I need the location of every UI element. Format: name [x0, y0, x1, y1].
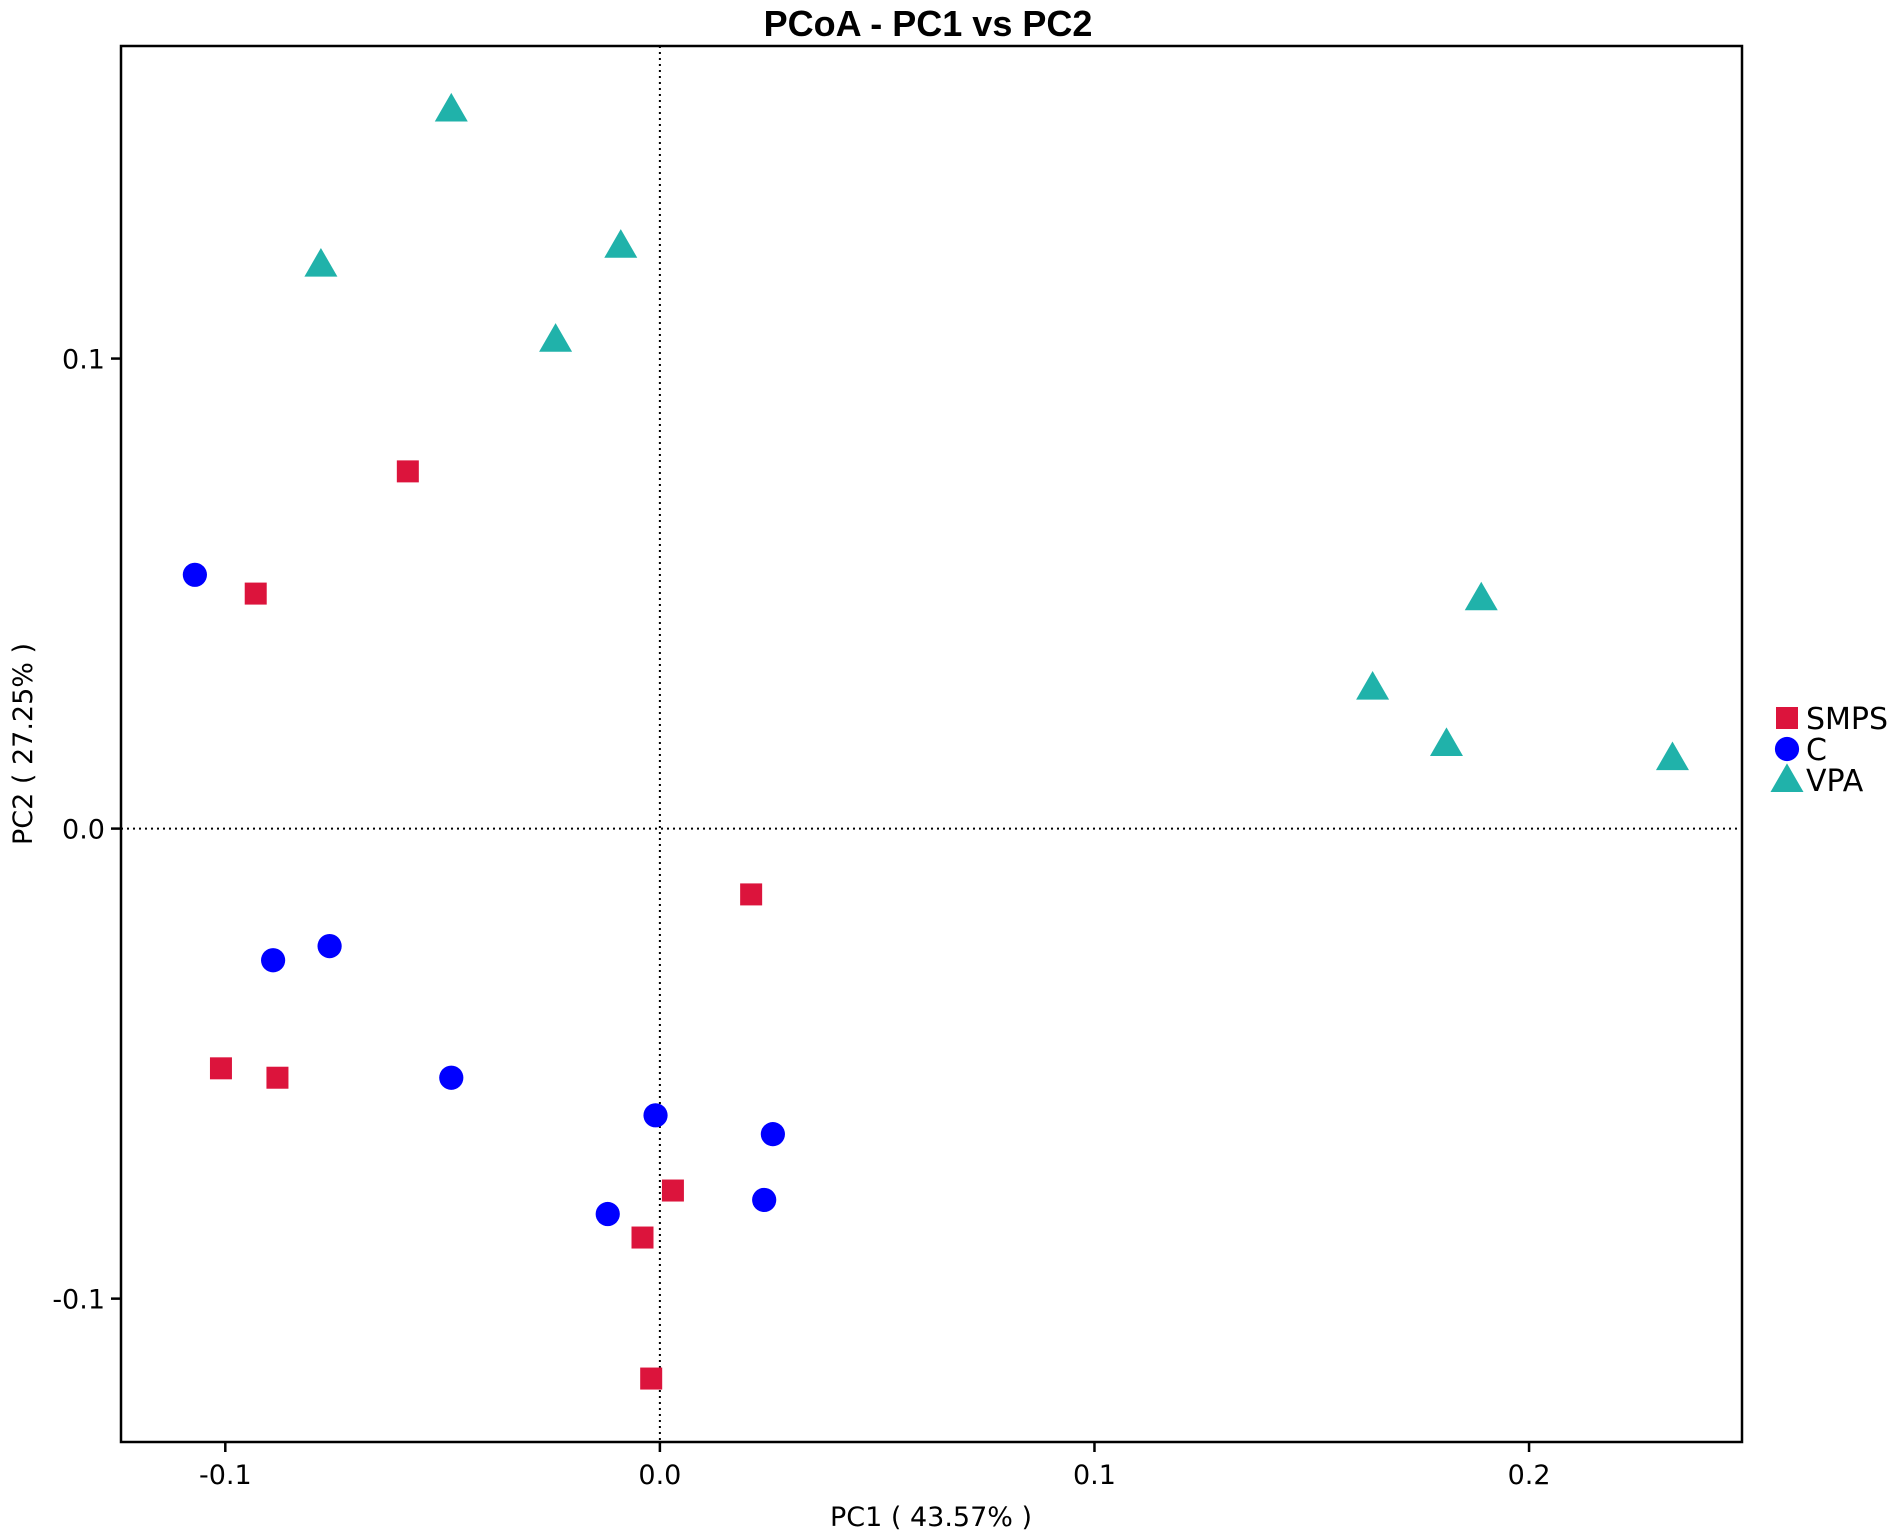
triangle-point: [1464, 581, 1498, 611]
x-tick-label: 0.1: [1073, 1460, 1116, 1491]
y-axis-label: PC2 ( 27.25% ): [8, 643, 39, 845]
circle-point: [261, 948, 286, 973]
square-point: [740, 883, 763, 906]
triangle-point: [539, 323, 573, 352]
data-points: [182, 92, 1689, 1390]
reference-lines: [121, 46, 1742, 1442]
x-tick-label: -0.1: [199, 1460, 252, 1491]
circle-point: [595, 1201, 620, 1227]
y-tick-label: 0.0: [62, 815, 105, 846]
legend-label: C: [1806, 733, 1827, 768]
circle-point: [317, 934, 342, 959]
legend-square-marker: [1776, 707, 1798, 729]
square-point: [244, 582, 267, 605]
circle-point: [182, 562, 207, 587]
chart-title: PCoA - PC1 vs PC2: [764, 3, 1093, 44]
square-point: [396, 460, 419, 483]
circle-point: [760, 1122, 785, 1147]
triangle-point: [434, 92, 468, 122]
legend-triangle-marker: [1770, 763, 1804, 793]
plot-frame: [119, 44, 1744, 1444]
triangle-point: [604, 229, 638, 258]
square-point: [209, 1057, 232, 1080]
x-tick-label: 0.2: [1508, 1460, 1551, 1491]
square-point: [631, 1226, 654, 1249]
y-tick-label: -0.1: [52, 1285, 105, 1316]
circle-point: [643, 1103, 668, 1128]
square-point: [266, 1066, 289, 1089]
legend-label: VPA: [1806, 764, 1864, 799]
triangle-point: [304, 247, 338, 277]
square-point: [640, 1367, 663, 1390]
triangle-point: [1356, 671, 1390, 700]
y-tick-label: 0.1: [62, 345, 105, 376]
triangle-point: [1655, 741, 1689, 771]
triangle-point: [1429, 727, 1463, 757]
axis-ticks: -0.1 0.0 0.1 0.2 -0.1 0.0 0.1: [52, 345, 1550, 1491]
legend-label: SMPS: [1806, 702, 1888, 737]
x-tick-label: 0.0: [638, 1460, 681, 1491]
legend-circle-marker: [1774, 736, 1800, 762]
square-point: [661, 1179, 684, 1202]
circle-point: [752, 1187, 777, 1213]
x-axis-label: PC1 ( 43.57% ): [830, 1502, 1032, 1533]
circle-point: [439, 1065, 464, 1090]
